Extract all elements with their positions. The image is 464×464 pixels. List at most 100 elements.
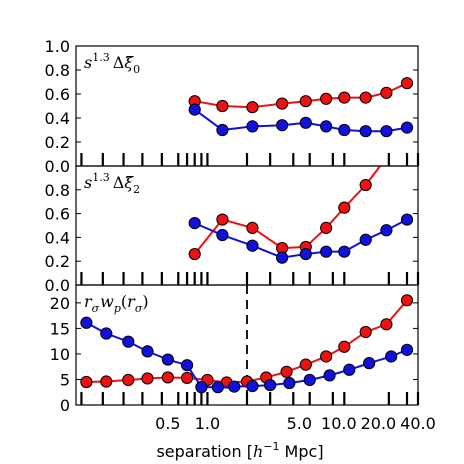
y-tick-label: 0.2 xyxy=(45,252,70,271)
label-coef: s xyxy=(84,173,92,192)
data-point xyxy=(380,125,393,138)
data-point xyxy=(276,251,289,264)
y-tick-label: 5 xyxy=(60,370,70,389)
data-point xyxy=(141,345,154,358)
series-group xyxy=(80,294,414,394)
data-point xyxy=(359,325,372,339)
data-point xyxy=(100,327,113,340)
data-point xyxy=(320,120,333,133)
data-point xyxy=(323,369,336,382)
y-tick-label: 10 xyxy=(50,345,70,364)
series-line-1 xyxy=(194,108,408,133)
data-point xyxy=(122,335,135,348)
y-tick-label: 0.2 xyxy=(45,133,70,152)
label-coef-sub: σ xyxy=(92,302,100,315)
data-point xyxy=(161,371,174,384)
label-paren-open: ( xyxy=(121,292,127,311)
data-point xyxy=(161,353,174,366)
data-point xyxy=(303,373,316,387)
label-arg-sub: σ xyxy=(135,302,143,315)
data-point xyxy=(276,119,289,132)
y-tick-label: 1.0 xyxy=(45,37,70,56)
series-group xyxy=(188,77,414,138)
panel-label: s1.3 Δξ̃2 xyxy=(84,171,140,196)
data-point xyxy=(246,101,259,114)
panel-0: 0.0 0.2 0.4 0.6 0.8 1.0 s1.3 Δξ̃0 xyxy=(45,37,420,176)
label-exponent: 1.3 xyxy=(92,171,110,184)
data-point xyxy=(141,372,154,385)
y-tick-label: 15 xyxy=(50,319,70,338)
data-point xyxy=(400,294,414,307)
data-point xyxy=(80,375,93,389)
data-point xyxy=(264,378,277,392)
x-tick-label: 20.0 xyxy=(361,414,397,433)
label-delta: Δ xyxy=(113,53,125,72)
data-point xyxy=(320,221,333,234)
data-point xyxy=(216,228,229,242)
y-tick-label: 0.8 xyxy=(45,61,70,80)
y-tick-label: 0.0 xyxy=(45,276,70,295)
data-point xyxy=(299,358,312,371)
data-point xyxy=(320,350,333,363)
x-title-h: h xyxy=(253,442,263,461)
data-point xyxy=(299,116,312,129)
data-point xyxy=(338,123,351,137)
data-point xyxy=(246,239,259,252)
data-point xyxy=(246,380,259,393)
data-point xyxy=(100,375,113,388)
label-coef: s xyxy=(84,53,92,72)
data-point xyxy=(359,178,372,192)
x-tick-label: 10.0 xyxy=(321,414,357,433)
x-tick-label: 5.0 xyxy=(287,414,312,433)
x-title-sup: −1 xyxy=(263,440,279,453)
label-exponent: 1.3 xyxy=(92,51,110,64)
data-point xyxy=(400,343,414,356)
data-point xyxy=(188,247,201,261)
panels: 0.00.20.40.60.81.0s1.3 Δξ̃00.00.20.40.60.… xyxy=(45,37,420,415)
data-point xyxy=(320,245,333,258)
label-subscript: 0 xyxy=(133,63,140,76)
data-point xyxy=(246,120,259,133)
data-point xyxy=(400,213,414,226)
data-point xyxy=(359,233,372,246)
data-point xyxy=(188,103,201,116)
data-point xyxy=(216,213,229,226)
x-tick-label: 1.0 xyxy=(195,414,220,433)
data-point xyxy=(283,376,296,390)
data-point xyxy=(400,121,414,134)
label-arg: r xyxy=(127,292,136,311)
data-point xyxy=(276,97,289,110)
data-point xyxy=(338,245,351,258)
panel-1: 0.0 0.2 0.4 0.6 0.8 s1.3 Δξ̃2 xyxy=(45,152,420,295)
data-point xyxy=(359,125,372,138)
data-point xyxy=(400,77,414,90)
x-title-prefix: separation [ xyxy=(156,442,253,461)
data-point xyxy=(338,201,351,214)
y-tick-label: 0 xyxy=(60,396,70,415)
label-symbol: ξ̃ xyxy=(124,173,134,192)
series-line-0 xyxy=(193,166,382,255)
data-point xyxy=(380,86,393,99)
data-point xyxy=(122,373,135,387)
data-point xyxy=(343,363,356,376)
label-symbol: ξ̃ xyxy=(124,53,134,72)
data-point xyxy=(180,371,194,385)
label-delta: Δ xyxy=(113,173,125,192)
y-tick-label: 0.0 xyxy=(45,157,70,176)
data-point xyxy=(211,381,224,394)
label-coef: r xyxy=(84,292,93,311)
data-point xyxy=(338,340,351,353)
data-point xyxy=(380,318,393,331)
data-point xyxy=(80,316,93,329)
data-point xyxy=(381,152,392,163)
data-point xyxy=(188,217,201,230)
data-point xyxy=(338,91,351,104)
data-point xyxy=(216,99,229,113)
x-axis-title: separation [h−1 Mpc] xyxy=(156,440,323,461)
series-group xyxy=(188,152,414,264)
data-point xyxy=(363,357,376,370)
y-tick-label: 0.6 xyxy=(45,85,70,104)
y-tick-label: 20 xyxy=(50,294,70,313)
y-tick-label: 0.4 xyxy=(45,109,70,128)
